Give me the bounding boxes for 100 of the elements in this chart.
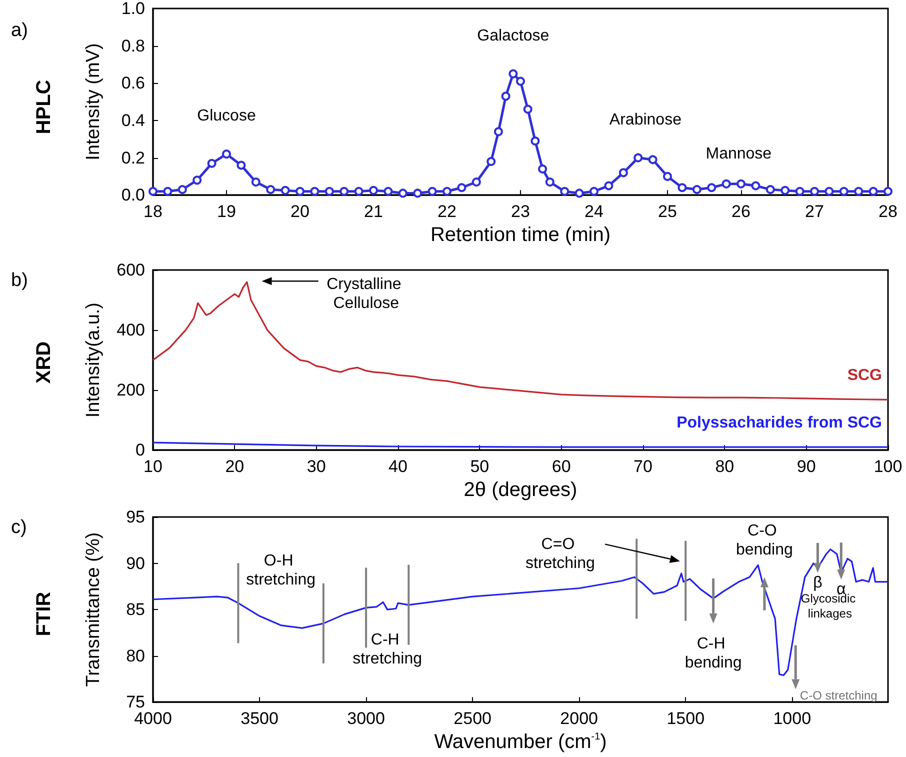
x-tick-label: 10 — [144, 457, 162, 476]
point — [494, 127, 503, 136]
point — [604, 181, 614, 190]
x-tick-label: 2000 — [560, 709, 598, 728]
point — [398, 188, 408, 198]
annotation: C-O bending — [736, 522, 793, 558]
point — [310, 186, 320, 196]
point — [766, 185, 775, 194]
point — [236, 160, 246, 170]
x-tick-label: 4000 — [134, 709, 172, 728]
y-tick-label: 0.6 — [121, 74, 145, 93]
point — [428, 186, 437, 196]
y-tick-label: 85 — [126, 600, 145, 620]
annotation: β — [813, 574, 822, 592]
annotation: C-H stretching — [352, 632, 422, 668]
point — [163, 186, 172, 196]
point — [634, 153, 643, 162]
x-tick-label: 1500 — [666, 709, 705, 728]
point — [663, 172, 672, 181]
point — [508, 69, 518, 78]
point — [457, 183, 466, 192]
annotation: Crystalline Cellulose — [326, 276, 406, 312]
point — [854, 186, 864, 196]
x-tick-label: 100 — [874, 457, 902, 476]
point — [523, 104, 532, 114]
point — [222, 150, 231, 159]
y-tick-label: 0.2 — [121, 148, 145, 168]
point — [178, 185, 187, 194]
point — [692, 185, 702, 194]
x-tick-label: 2500 — [454, 709, 492, 728]
x-tick-label: 3000 — [347, 709, 385, 728]
point — [516, 76, 525, 86]
annotation: C=O stretching — [526, 536, 595, 572]
point — [707, 183, 716, 192]
x-tick-label: 90 — [796, 457, 816, 476]
x-tick-label: 20 — [290, 202, 310, 222]
point — [839, 186, 848, 196]
y-tick-label: 600 — [116, 260, 145, 280]
x-tick-label: 50 — [470, 457, 490, 476]
point — [266, 185, 276, 194]
point — [780, 186, 790, 195]
y-axis-title: Transmittance (%) — [83, 532, 104, 687]
point — [824, 186, 834, 196]
point — [442, 186, 452, 196]
point — [280, 186, 290, 195]
point — [369, 186, 378, 195]
point — [192, 176, 202, 185]
x-tick-label: 40 — [388, 457, 408, 476]
series-label: SCG — [847, 367, 882, 384]
point — [472, 178, 481, 187]
annotation: Glucose — [197, 108, 256, 125]
x-tick-label: 60 — [552, 457, 571, 476]
y-tick-label: 0.0 — [121, 186, 145, 205]
series-label: Polyssacharides from SCG — [676, 414, 882, 432]
point — [501, 92, 510, 101]
point — [590, 186, 598, 196]
point — [648, 155, 658, 164]
x-tick-label: 19 — [217, 202, 236, 222]
point — [884, 186, 892, 196]
x-tick-label: 70 — [634, 457, 652, 476]
point — [384, 186, 393, 196]
y-tick-label: 95 — [126, 508, 145, 526]
x-tick-label: 28 — [878, 202, 898, 222]
point — [207, 158, 216, 168]
x-tick-label: 80 — [715, 457, 734, 476]
y-axis-title: Intensity (mV) — [83, 43, 104, 160]
annotation: Arabinose — [609, 111, 682, 128]
chart-title: c) — [11, 517, 27, 538]
y-tick-label: 0.4 — [121, 110, 145, 130]
x-axis-title: 2θ (degrees) — [464, 479, 578, 501]
point — [618, 168, 628, 178]
annotation: O-H stretching — [246, 552, 316, 588]
point — [545, 178, 554, 187]
x-tick-label: 30 — [306, 457, 326, 476]
text: a) — [11, 20, 28, 41]
point — [413, 188, 422, 198]
point — [810, 186, 819, 196]
x-tick-label: 27 — [805, 202, 824, 222]
x-tick-label: 22 — [438, 202, 456, 222]
text: XRD — [33, 341, 55, 384]
point — [530, 136, 540, 146]
x-axis-title: Retention time (min) — [430, 224, 611, 246]
text: HPLC — [33, 80, 55, 134]
annotation: Galactose — [477, 27, 550, 44]
x-tick-label: 20 — [225, 457, 244, 476]
x-tick-label: 23 — [511, 202, 530, 222]
point — [795, 186, 804, 196]
point — [868, 186, 878, 196]
x-tick-label: 26 — [732, 202, 750, 222]
y-tick-label: 200 — [116, 380, 145, 400]
y-axis-title: Intensity(a.u.) — [83, 302, 104, 418]
annotation: C-O stretching — [800, 688, 878, 702]
point — [324, 186, 334, 196]
point — [722, 179, 731, 188]
point — [678, 183, 687, 192]
y-tick-label: 90 — [126, 554, 145, 573]
x-tick-label: 1000 — [773, 709, 812, 728]
y-tick-label: 75 — [126, 692, 145, 712]
x-tick-label: 25 — [658, 202, 677, 222]
y-tick-label: 1.0 — [121, 0, 145, 18]
